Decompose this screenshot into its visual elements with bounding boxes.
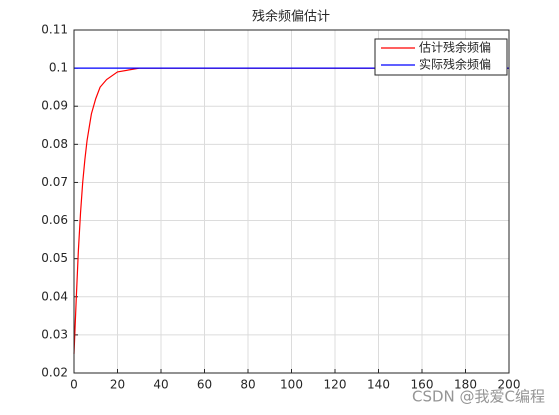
y-tick-label: 0.06 bbox=[41, 213, 68, 227]
legend-label: 实际残余频偏 bbox=[419, 57, 491, 72]
y-tick-label: 0.02 bbox=[41, 366, 68, 380]
x-tick-label: 20 bbox=[110, 378, 125, 392]
x-tick-label: 80 bbox=[240, 378, 255, 392]
x-tick-label: 140 bbox=[367, 378, 390, 392]
x-tick-label: 120 bbox=[324, 378, 347, 392]
x-tick-label: 200 bbox=[498, 378, 521, 392]
x-tick-label: 60 bbox=[197, 378, 212, 392]
x-tick-label: 100 bbox=[280, 378, 303, 392]
x-tick-label: 180 bbox=[454, 378, 477, 392]
chart-title: 残余频偏估计 bbox=[252, 9, 330, 25]
y-tick-label: 0.07 bbox=[41, 175, 68, 189]
y-tick-label: 0.08 bbox=[41, 137, 68, 151]
x-tick-label: 0 bbox=[70, 378, 78, 392]
y-tick-label: 0.1 bbox=[49, 61, 68, 75]
axes-box bbox=[73, 29, 510, 374]
y-tick-label: 0.03 bbox=[41, 327, 68, 341]
y-tick-label: 0.05 bbox=[41, 251, 68, 265]
legend-label: 估计残余频偏 bbox=[419, 40, 491, 55]
y-tick-label: 0.11 bbox=[41, 23, 68, 37]
y-tick-label: 0.04 bbox=[41, 289, 68, 303]
x-tick-label: 160 bbox=[411, 378, 434, 392]
x-tick-label: 40 bbox=[153, 378, 168, 392]
y-tick-label: 0.09 bbox=[41, 99, 68, 113]
legend-box bbox=[374, 38, 508, 76]
watermark: CSDN @我爱C编程 bbox=[412, 388, 545, 406]
